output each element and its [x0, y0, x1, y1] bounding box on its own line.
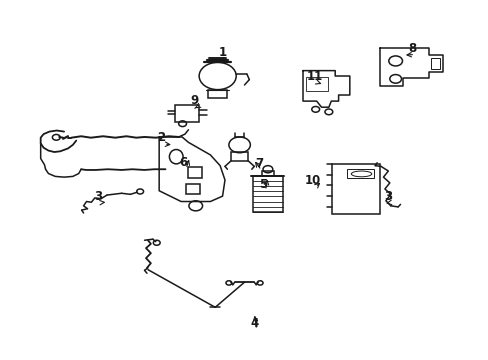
Bar — [305, 77, 327, 91]
Bar — [185, 184, 199, 194]
Text: 1: 1 — [218, 46, 226, 59]
Text: 6: 6 — [179, 156, 187, 169]
Text: 4: 4 — [250, 317, 258, 330]
Bar — [430, 58, 439, 69]
Bar — [253, 176, 282, 212]
Text: 2: 2 — [157, 131, 165, 144]
Bar — [331, 164, 379, 214]
Bar — [207, 90, 227, 98]
Bar — [174, 105, 199, 122]
Bar — [346, 169, 373, 178]
Text: 3: 3 — [384, 190, 391, 203]
Text: 8: 8 — [408, 41, 416, 54]
Text: 5: 5 — [258, 178, 266, 191]
Text: 7: 7 — [255, 157, 263, 170]
Bar — [188, 167, 202, 178]
Text: 10: 10 — [304, 174, 320, 187]
Text: 3: 3 — [94, 190, 102, 203]
Bar — [230, 152, 248, 161]
Bar — [262, 171, 273, 176]
Text: 11: 11 — [306, 69, 323, 82]
Text: 9: 9 — [190, 94, 199, 107]
